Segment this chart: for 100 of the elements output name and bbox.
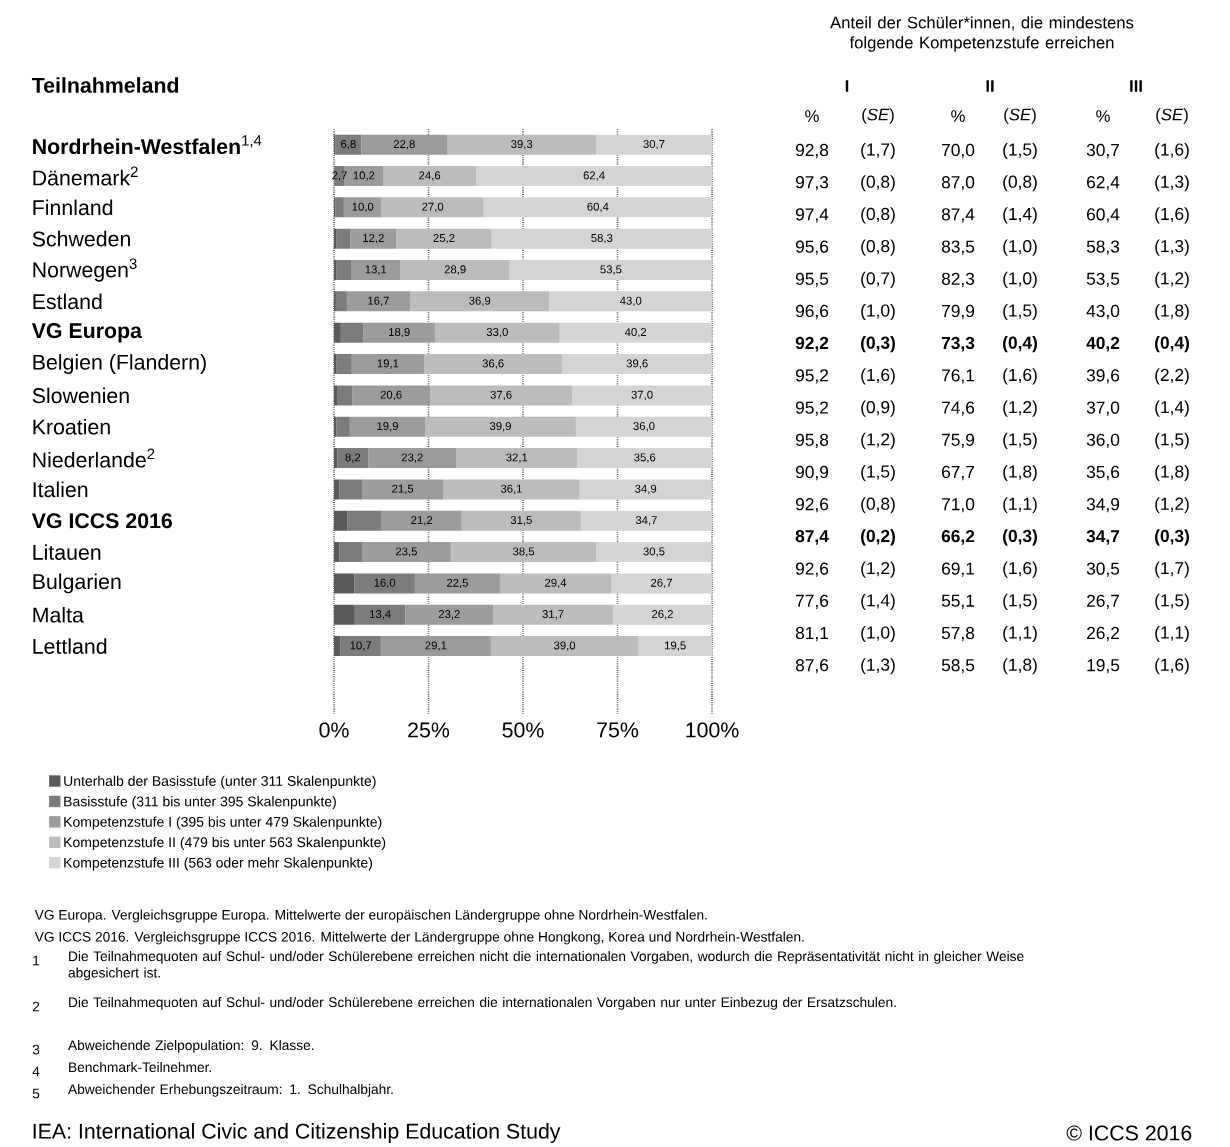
data-label: 23,5 <box>395 547 417 557</box>
bar <box>381 197 484 218</box>
data-label: 21,5 <box>392 484 414 494</box>
text: 70,0 <box>942 143 975 158</box>
bar <box>334 573 355 594</box>
text: (1,4) <box>1003 207 1037 224</box>
data-label: 25,2 <box>433 233 455 244</box>
y-tick-label: Kroatien <box>33 418 110 435</box>
text: 3 <box>32 1044 40 1055</box>
data-label: 36,6 <box>482 359 504 369</box>
text: 30,5 <box>1086 562 1120 577</box>
text: IEA: International Civic and Citizenship Education Study <box>33 1122 561 1143</box>
text: (1,0) <box>1003 271 1037 288</box>
text: 81,1 <box>795 626 829 641</box>
bar <box>363 322 435 343</box>
legend-label: Basisstufe (311 bis unter 395 Skalenpunkte) <box>64 795 336 809</box>
bar <box>339 479 362 500</box>
text: (0,8) <box>861 496 895 514</box>
y-tick-label: VG ICCS 2016 <box>31 513 173 529</box>
data-label: 22,8 <box>393 139 415 150</box>
text: 92,8 <box>795 143 829 158</box>
bar <box>405 604 494 625</box>
text: 74,6 <box>942 401 975 416</box>
data-label: 26,2 <box>652 609 673 620</box>
bar <box>580 510 713 531</box>
bar <box>361 541 451 562</box>
text: (1,5) <box>1003 303 1037 320</box>
y-tick-label: Belgien (Flandern) <box>33 353 206 374</box>
text: (0,2) <box>861 529 895 546</box>
text: (1,5) <box>1155 432 1189 449</box>
text: 77,6 <box>796 594 829 609</box>
text: (0,9) <box>861 400 895 417</box>
bar <box>335 197 344 218</box>
bar <box>423 353 563 374</box>
bar <box>383 165 477 186</box>
bar <box>579 479 712 500</box>
x-tick-label: 25% <box>408 722 450 738</box>
data-label: 20,6 <box>380 390 402 400</box>
text: (1,2) <box>861 432 895 449</box>
text: (1,0) <box>861 303 895 320</box>
text: (1,1) <box>1003 496 1037 514</box>
text: 71,0 <box>942 497 975 513</box>
bar <box>456 447 578 468</box>
bar <box>349 416 426 437</box>
data-label: 58,3 <box>591 233 613 244</box>
text: (0,3) <box>1155 529 1189 546</box>
text: 87,6 <box>795 658 829 674</box>
bar <box>361 479 444 500</box>
bar <box>336 353 352 374</box>
bar <box>562 353 713 374</box>
text: (1,2) <box>1155 496 1189 514</box>
text: (1,8) <box>1155 464 1189 481</box>
bar <box>461 510 581 531</box>
y-tick-label: Nordrhein-Westfalen$^{1,4}$ <box>33 135 262 154</box>
text: (1,5) <box>1003 593 1037 610</box>
text: 37,0 <box>1086 401 1120 416</box>
data-label: 23,2 <box>401 453 423 463</box>
text: 19,5 <box>1087 658 1120 674</box>
text: (1,2) <box>1155 271 1189 288</box>
text: (0,3) <box>1003 529 1037 546</box>
text: 35,6 <box>1086 465 1120 480</box>
text: © ICCS 2016 <box>1066 1125 1192 1141</box>
bar <box>351 259 401 280</box>
data-label: 28,9 <box>444 265 466 275</box>
text: 1 <box>33 955 40 965</box>
text: 83,5 <box>941 240 975 255</box>
y-tick-label: Estland <box>33 293 102 310</box>
data-label: 43,0 <box>619 296 642 306</box>
text: (1,2) <box>861 561 895 578</box>
text: 4 <box>32 1066 40 1076</box>
bar <box>340 322 364 343</box>
text: (1,8) <box>1003 657 1037 675</box>
text: (1,4) <box>861 593 895 610</box>
text: (2,2) <box>1155 368 1189 385</box>
bar <box>611 573 713 594</box>
text: Anteil der Schüler*innen, die mindestens folgende Kompetenzstufe erreichen <box>830 16 1134 52</box>
text: (1,5) <box>1155 593 1189 610</box>
bar <box>491 228 713 249</box>
y-tick-label: Niederlande$^{2}$ <box>33 448 155 468</box>
text: 87,0 <box>941 175 975 191</box>
text: (0,4) <box>1003 335 1037 353</box>
bar <box>343 197 382 218</box>
text: % <box>805 109 819 122</box>
text: III <box>1130 80 1142 92</box>
bar <box>434 322 560 343</box>
text: 95,8 <box>795 433 829 448</box>
bar <box>352 385 431 406</box>
text: (SE) <box>1156 108 1188 124</box>
y-tick-label: Litauen <box>33 544 101 560</box>
text: 66,2 <box>941 529 975 545</box>
text: (1,3) <box>861 657 895 675</box>
text: 36,0 <box>1086 433 1120 448</box>
data-label: 6,8 <box>341 139 356 150</box>
bar <box>347 510 382 531</box>
text: 92,2 <box>795 336 829 352</box>
text: 92,6 <box>795 497 829 513</box>
data-label: 19,9 <box>377 421 398 432</box>
text: 60,4 <box>1087 208 1120 223</box>
data-label: 38,5 <box>512 547 535 557</box>
y-tick-label: Slowenien <box>32 387 129 404</box>
